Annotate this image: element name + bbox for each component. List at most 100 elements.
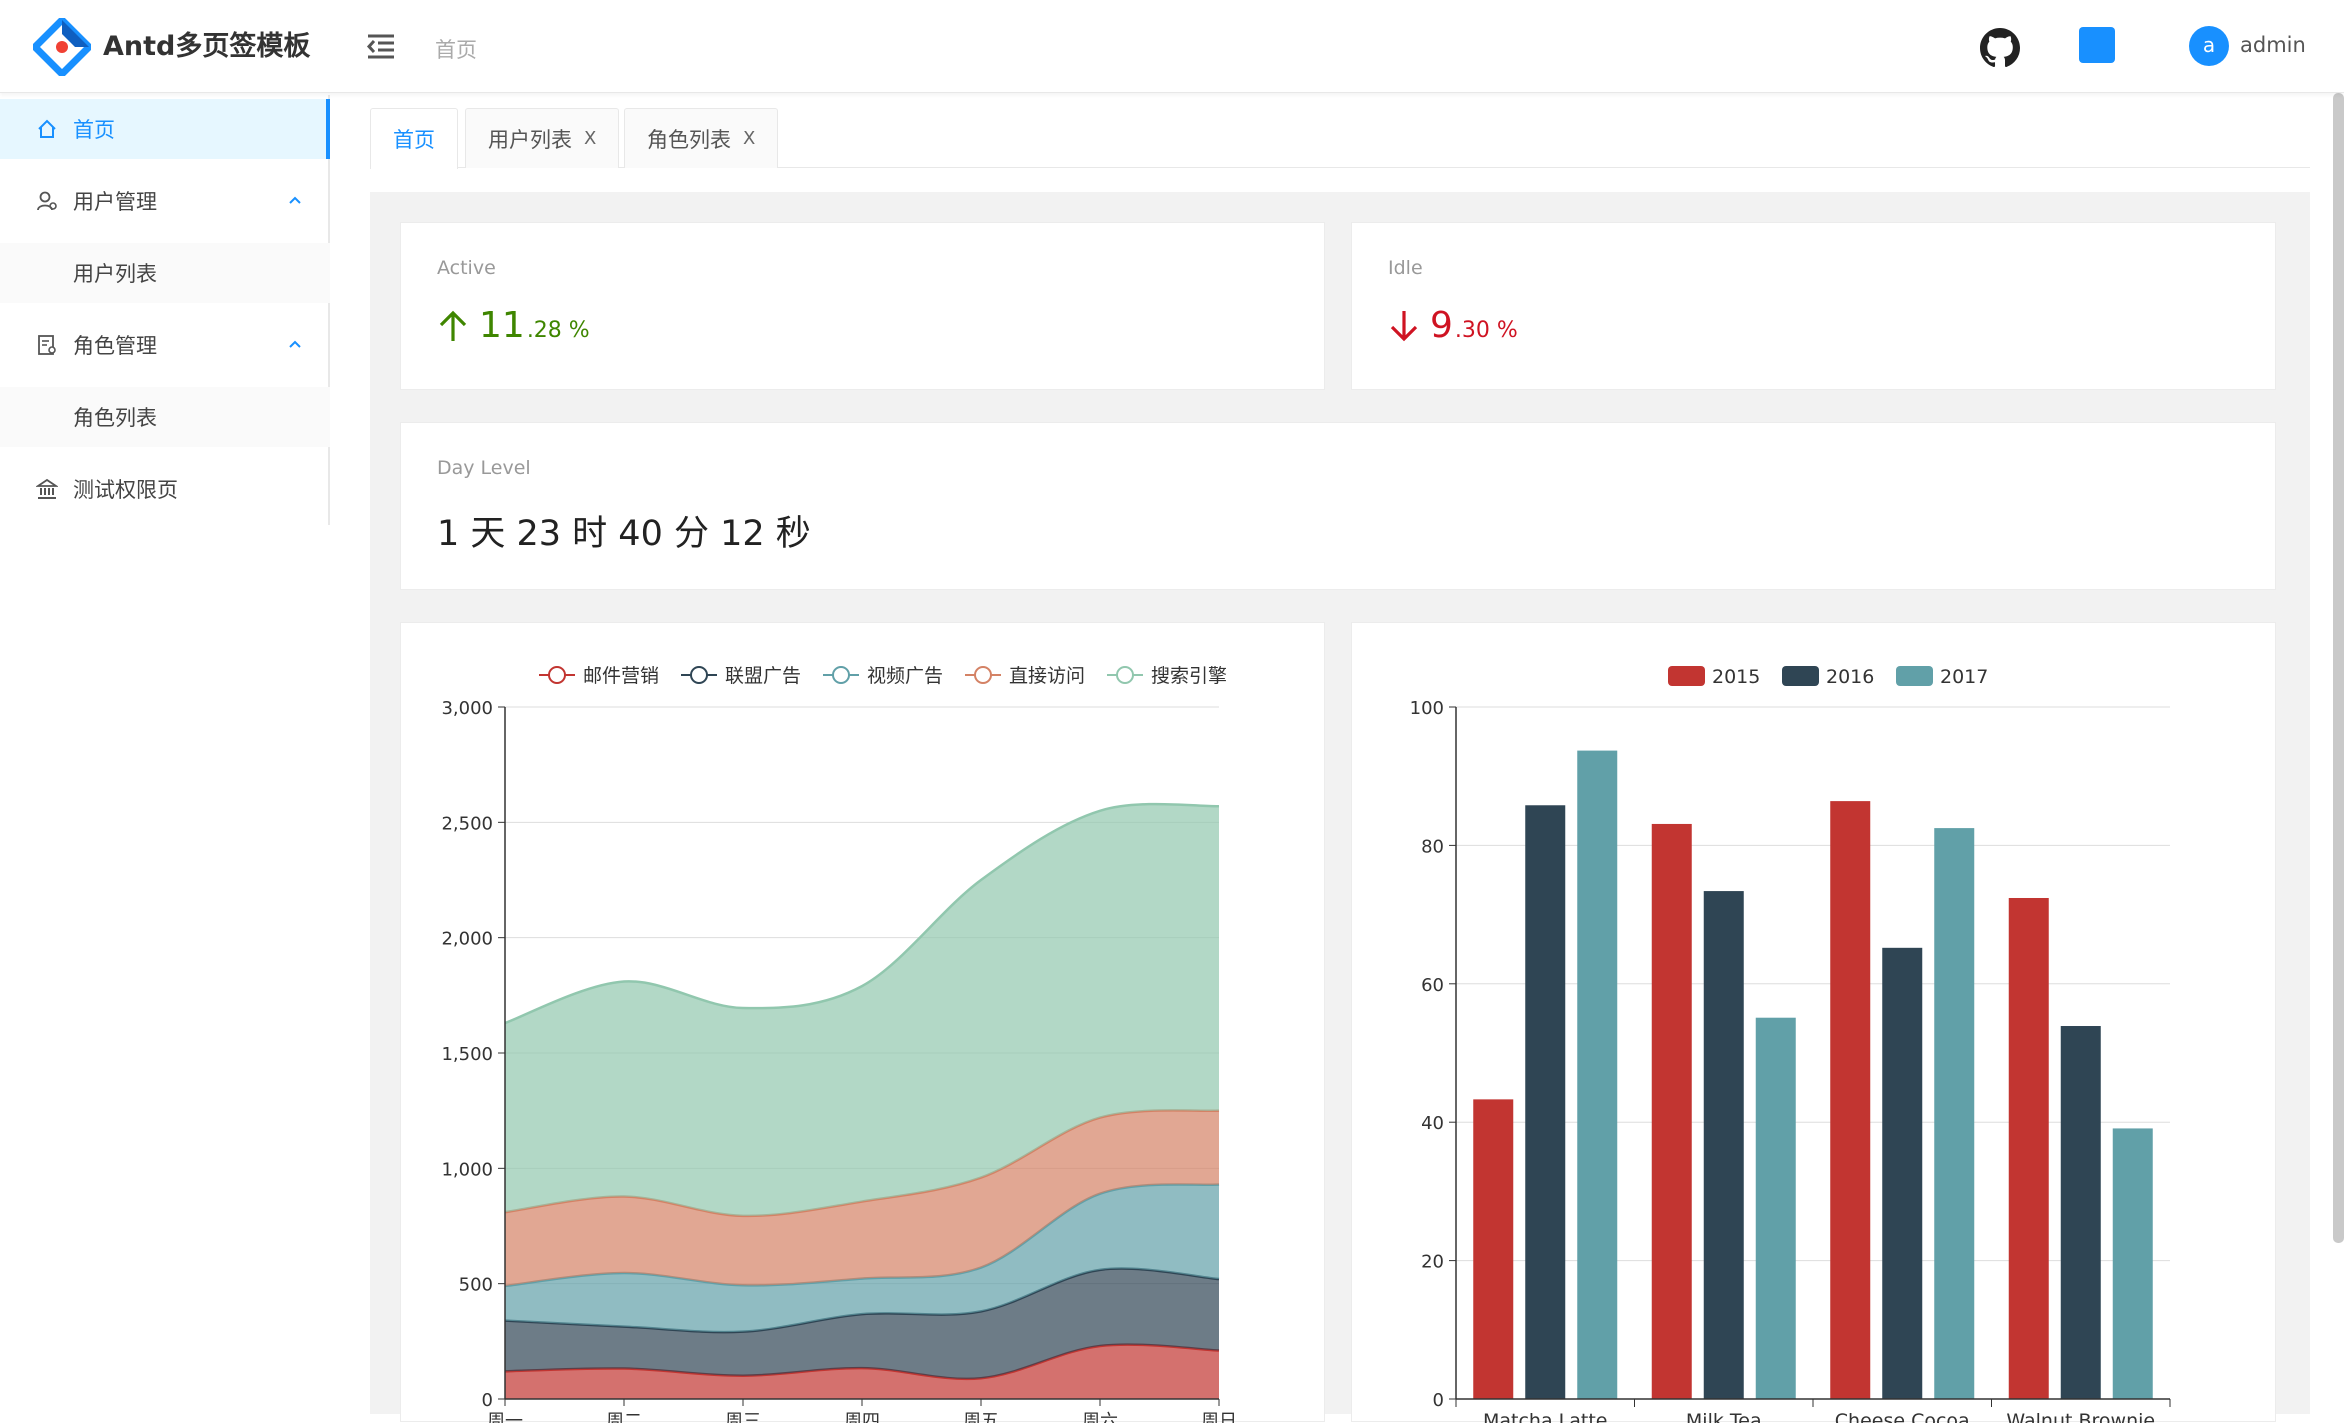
tab-role-list[interactable]: 角色列表 X [624, 108, 779, 168]
stat-decimal: .28 % [526, 318, 590, 343]
sidebar-item-home[interactable]: 首页 [0, 99, 330, 159]
github-icon[interactable] [1980, 28, 2020, 68]
y-tick-label: 500 [459, 1275, 493, 1296]
legend-marker [1668, 666, 1705, 686]
avatar[interactable]: a [2189, 26, 2229, 66]
top-header: Antd多页签模板 首页 a admin [0, 0, 2344, 93]
tab-label: 首页 [393, 128, 435, 152]
bar [2112, 1128, 2153, 1399]
y-tick-label: 3,000 [441, 698, 493, 719]
stat-label: Idle [1388, 257, 1423, 279]
sidebar-item-label: 用户列表 [73, 262, 157, 286]
bar [1577, 750, 1618, 1399]
sidebar-item-label: 角色列表 [73, 406, 157, 430]
y-tick-label: 40 [1421, 1113, 1444, 1134]
legend-label: 2017 [1940, 666, 1988, 688]
legend-marker [1116, 666, 1134, 684]
x-tick-label: 周一 [487, 1411, 523, 1423]
tab-home[interactable]: 首页 [370, 108, 458, 169]
legend-item: 视频广告 [823, 665, 943, 687]
series-line [504, 802, 1220, 1025]
legend-marker [1782, 666, 1819, 686]
legend-marker [974, 666, 992, 684]
arrow-down-icon [1390, 310, 1418, 341]
bar [1755, 1017, 1796, 1399]
tab-user-list[interactable]: 用户列表 X [465, 108, 620, 168]
legend-item: 2015 [1668, 666, 1760, 688]
stat-integer: 11 [479, 305, 525, 346]
series-area [505, 1268, 1219, 1379]
day-level-value: 1 天 23 时 40 分 12 秒 [437, 514, 811, 554]
y-tick-label: 2,500 [441, 813, 493, 834]
y-tick-label: 20 [1421, 1252, 1444, 1273]
legend-marker [832, 666, 850, 684]
legend-item: 2016 [1782, 666, 1874, 688]
sidebar-item-permission-test[interactable]: 测试权限页 [0, 459, 330, 519]
bar-chart: 0 20 40 60 80 100 Matcha Latte Milk Tea Cheese C… [1410, 666, 2171, 1427]
sidebar-item-label: 用户管理 [73, 190, 157, 214]
legend-item: 邮件营销 [539, 665, 659, 687]
bar [1882, 947, 1923, 1399]
x-tick-label: 周五 [963, 1411, 999, 1423]
close-icon[interactable]: X [743, 128, 756, 149]
dashboard-content: Active 11 .28 % Idle 9 .30 % Day Level 1… [370, 192, 2310, 1427]
stat-label: Active [437, 257, 496, 279]
legend-label: 联盟广告 [725, 665, 801, 687]
stacked-area-chart: 0 500 1,000 1,500 2,000 2,500 3,000 周一 周二 周三 周四 周五 周… [441, 665, 1237, 1427]
legend-label: 2015 [1712, 666, 1760, 688]
user-name[interactable]: admin [2240, 33, 2306, 57]
sidebar-item-label: 首页 [73, 118, 115, 142]
y-tick-label: 0 [1433, 1390, 1444, 1411]
sidebar-item-role-management[interactable]: 角色管理 [0, 315, 330, 375]
sidebar-item-label: 测试权限页 [73, 478, 178, 502]
menu-fold-icon[interactable] [364, 30, 398, 64]
app-logo-icon [33, 18, 91, 76]
y-tick-label: 80 [1421, 836, 1444, 857]
bar [1651, 823, 1692, 1399]
legend-item: 直接访问 [965, 665, 1085, 687]
y-tick-label: 2,000 [441, 929, 493, 950]
x-tick-label: Matcha Latte [1483, 1410, 1607, 1423]
stacked-area-chart-card: 0 500 1,000 1,500 2,000 2,500 3,000 周一 周二 周三 周四 周五 周… [400, 622, 1325, 1427]
legend-marker [548, 666, 566, 684]
stat-decimal: .30 % [1454, 318, 1518, 343]
role-icon [38, 335, 56, 355]
x-tick-label: Milk Tea [1686, 1410, 1762, 1423]
x-tick-label: 周二 [606, 1411, 642, 1423]
theme-color-button[interactable] [2079, 27, 2115, 63]
legend-item: 联盟广告 [681, 665, 801, 687]
y-tick-label: 100 [1410, 698, 1444, 719]
page-scrollbar[interactable] [2333, 93, 2344, 1243]
page-tabs: 首页 用户列表 X 角色列表 X [370, 108, 2310, 169]
legend-label: 搜索引擎 [1151, 665, 1227, 687]
bank-icon [36, 478, 58, 499]
legend-label: 邮件营销 [583, 665, 659, 687]
legend-item: 2017 [1896, 666, 1988, 688]
series-area [505, 1344, 1219, 1399]
sidebar: 首页 用户管理 用户列表 角色管理 角色列表 [0, 95, 330, 525]
sidebar-item-user-management[interactable]: 用户管理 [0, 171, 330, 231]
sidebar-item-user-list[interactable]: 用户列表 [0, 243, 330, 303]
y-tick-label: 0 [482, 1390, 493, 1411]
bar [2060, 1026, 2101, 1399]
breadcrumb[interactable]: 首页 [435, 38, 477, 62]
stat-integer: 9 [1430, 305, 1453, 346]
legend-marker [690, 666, 708, 684]
home-icon [38, 119, 56, 138]
sidebar-item-role-list[interactable]: 角色列表 [0, 387, 330, 447]
bar [2008, 897, 2049, 1399]
bar [1525, 805, 1566, 1399]
x-tick-label: 周六 [1082, 1411, 1118, 1423]
stat-label: Day Level [437, 457, 531, 479]
chevron-up-icon [289, 196, 301, 204]
close-icon[interactable]: X [584, 128, 597, 149]
arrow-up-icon [439, 310, 467, 341]
day-level-card: Day Level 1 天 23 时 40 分 12 秒 [400, 422, 2276, 590]
series-line [504, 1267, 1220, 1334]
bar [1934, 828, 1975, 1399]
series-area [505, 1110, 1219, 1286]
x-tick-label: 周四 [844, 1411, 880, 1423]
y-tick-label: 1,000 [441, 1159, 493, 1180]
bar [1830, 801, 1871, 1399]
bar-chart-card: 0 20 40 60 80 100 Matcha Latte Milk Tea Cheese C… [1351, 622, 2276, 1427]
